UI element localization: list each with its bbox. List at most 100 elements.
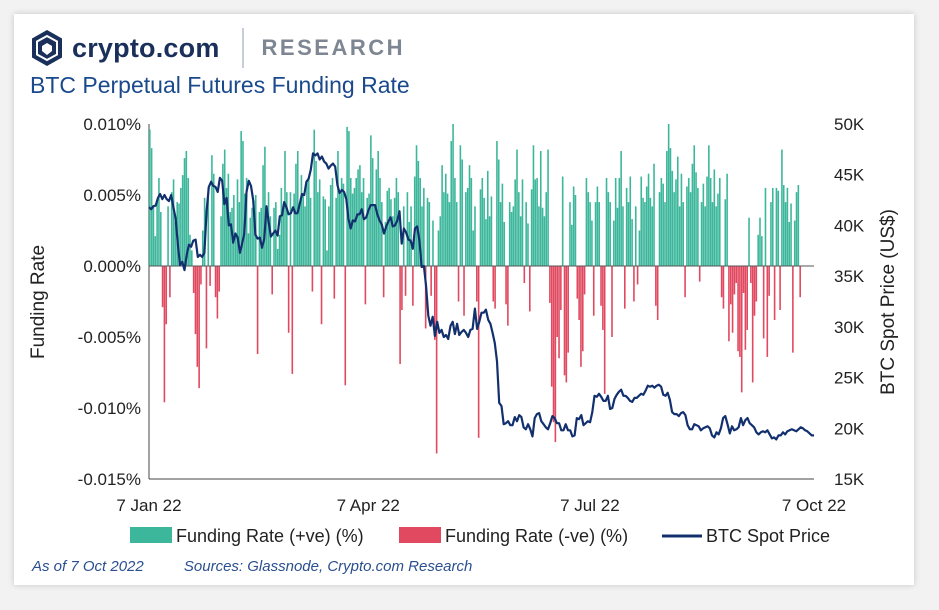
bar-positive (497, 159, 500, 266)
crypto-com-lion-shield-icon (32, 30, 62, 66)
bar-negative (494, 266, 496, 309)
bar-positive (302, 193, 305, 266)
bar-positive (797, 185, 800, 266)
bar-positive (304, 206, 306, 266)
bar-negative (742, 266, 745, 293)
bar-positive (355, 177, 358, 266)
bar-negative (507, 266, 509, 326)
bar-positive (660, 177, 663, 266)
bar-negative (583, 266, 586, 295)
bar-negative (457, 266, 460, 302)
y2-tick-label: 20K (834, 419, 865, 438)
bar-positive (488, 216, 491, 266)
bar-positive (362, 177, 365, 266)
bar-positive (300, 175, 303, 266)
bar-positive (631, 219, 633, 266)
bar-positive (472, 230, 474, 266)
bar-positive (499, 202, 502, 266)
bar-positive (642, 197, 644, 266)
bar-positive (525, 202, 527, 266)
bar-negative (364, 266, 367, 305)
bar-negative (578, 266, 580, 320)
x-tick-label: 7 Apr 22 (337, 496, 400, 515)
bar-positive (607, 192, 610, 266)
bar-negative (720, 266, 723, 298)
bar-negative (435, 266, 438, 454)
bar-positive (640, 176, 643, 266)
bar-positive (702, 183, 705, 266)
bar-negative (505, 266, 507, 305)
bar-negative (271, 266, 273, 295)
bar-positive (441, 165, 443, 266)
bar-positive (335, 197, 337, 266)
bar-negative (165, 266, 168, 325)
bar-positive (450, 141, 453, 266)
bar-positive (222, 163, 224, 266)
bar-positive (284, 150, 286, 266)
bar-negative (430, 266, 432, 296)
bar-positive (587, 192, 590, 266)
bar-positive (634, 206, 637, 266)
bar-positive (207, 187, 210, 266)
bar-positive (234, 234, 237, 266)
bar-positive (149, 129, 151, 266)
y-tick-label: 0.010% (83, 115, 141, 134)
bar-positive (539, 150, 542, 266)
bar-negative (344, 266, 347, 386)
bar-negative (600, 266, 602, 306)
bar-positive (704, 206, 706, 266)
bar-negative (556, 266, 558, 337)
bar-positive (454, 177, 456, 266)
bar-positive (709, 177, 712, 266)
bar-negative (214, 266, 217, 298)
bar-positive (236, 179, 239, 266)
bar-positive (419, 177, 421, 266)
bar-positive (359, 165, 361, 266)
bar-positive (185, 150, 188, 266)
bar-positive (689, 192, 692, 266)
bar-positive (282, 206, 284, 266)
bar-positive (455, 202, 458, 266)
bar-positive (715, 206, 717, 266)
bar-positive (426, 197, 429, 266)
bar-positive (180, 187, 182, 266)
bar-negative (333, 266, 336, 299)
bar-positive (717, 193, 719, 266)
bar-positive (706, 176, 708, 266)
bar-negative (424, 266, 427, 329)
bar-positive (764, 187, 767, 266)
bar-positive (574, 195, 577, 266)
bar-positive (229, 212, 231, 266)
bar-negative (463, 266, 465, 316)
bar-negative (404, 266, 407, 296)
bar-positive (264, 146, 266, 266)
bar-positive (501, 183, 504, 266)
bar-negative (434, 266, 436, 340)
brand-name: crypto.com (72, 32, 220, 63)
bar-positive (267, 192, 270, 266)
y-tick-label: 0.005% (83, 186, 141, 205)
bar-positive (170, 192, 173, 266)
header-divider (241, 28, 244, 68)
bar-positive (159, 212, 162, 266)
bar-positive (598, 202, 601, 266)
bar-positive (313, 129, 316, 266)
bar-negative (194, 266, 197, 335)
bar-negative (218, 266, 221, 292)
bar-positive (474, 206, 476, 266)
bar-positive (671, 170, 674, 266)
bar-positive (700, 202, 703, 266)
bar-negative (567, 266, 569, 353)
bar-negative (602, 266, 604, 330)
bar-positive (761, 236, 763, 266)
bar-negative (192, 266, 195, 293)
bar-positive (240, 131, 242, 266)
bar-negative (291, 266, 294, 374)
bar-positive (368, 193, 370, 266)
legend-label-negative: Funding Rate (-ve) (%) (445, 526, 628, 546)
bar-positive (594, 202, 597, 266)
bar-positive (682, 202, 685, 266)
bar-positive (211, 155, 213, 266)
bar-negative (552, 266, 555, 423)
bar-negative (401, 266, 403, 311)
